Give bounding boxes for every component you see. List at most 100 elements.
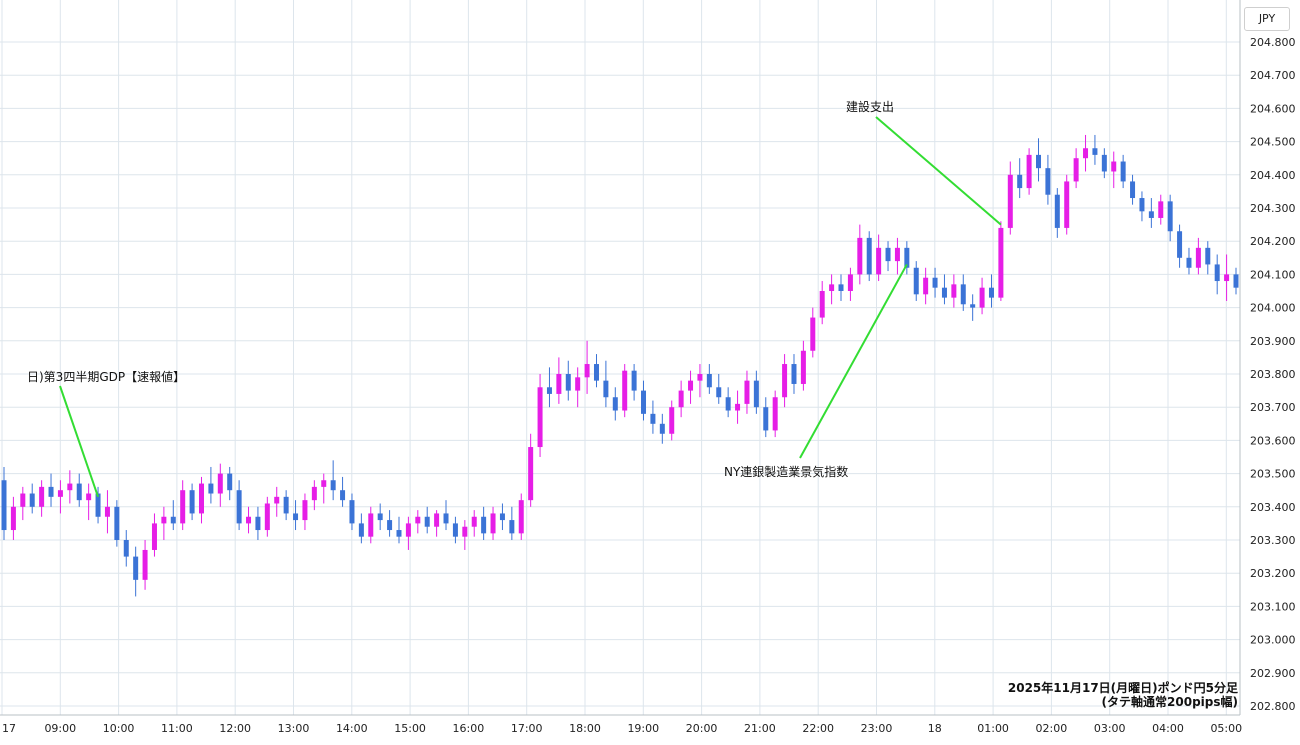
candle-body: [76, 483, 82, 501]
candle-body: [452, 523, 458, 537]
candle-body: [481, 516, 487, 534]
candle-body: [819, 291, 825, 318]
price-tick-label: 203.300: [1250, 534, 1296, 547]
candle-body: [1, 480, 7, 531]
candle: [575, 367, 581, 408]
candle: [1101, 148, 1107, 179]
candle: [499, 503, 505, 531]
price-tick-label: 204.600: [1250, 102, 1296, 115]
candle-body: [462, 526, 468, 537]
candle-body: [189, 490, 195, 514]
candle: [170, 500, 176, 531]
candle: [1205, 241, 1211, 275]
candle: [67, 470, 73, 504]
candle-body: [1054, 194, 1060, 228]
candle-body: [725, 397, 731, 411]
candle-body: [988, 287, 994, 298]
price-tick-label: 204.400: [1250, 169, 1296, 182]
price-tick-label: 204.300: [1250, 202, 1296, 215]
candle: [123, 530, 129, 567]
candle-body: [20, 493, 26, 507]
candle: [1214, 254, 1220, 295]
candle: [264, 496, 270, 537]
candle-body: [1186, 257, 1192, 268]
price-tick-label: 204.800: [1250, 36, 1296, 49]
candle: [1139, 191, 1145, 222]
candle: [866, 231, 872, 282]
candle: [20, 486, 26, 521]
price-unit-label[interactable]: JPY: [1244, 7, 1290, 31]
candle-body: [565, 374, 571, 391]
candle-body: [1224, 274, 1230, 282]
candle-body: [255, 516, 261, 531]
candle-body: [941, 287, 947, 298]
price-axis: 204.800 204.700 204.600 204.500 204.400 204.3…: [1250, 36, 1296, 713]
candle: [669, 400, 675, 441]
candle-body: [424, 516, 430, 527]
price-tick-label: 203.900: [1250, 335, 1296, 348]
candle: [76, 473, 82, 507]
candle-body: [763, 407, 769, 431]
candle-body: [405, 523, 411, 537]
candle: [716, 374, 722, 404]
candle: [932, 267, 938, 298]
time-tick-label: 15:00: [394, 722, 426, 735]
candle: [659, 413, 665, 444]
candle-body: [998, 227, 1004, 298]
candle: [998, 221, 1004, 301]
candle: [979, 277, 985, 315]
candle-body: [490, 513, 496, 534]
candle: [923, 267, 929, 305]
time-tick-label: 13:00: [278, 722, 310, 735]
candle: [951, 274, 957, 308]
candle-body: [1214, 264, 1220, 282]
candle-body: [697, 374, 703, 381]
candle-body: [1073, 158, 1079, 182]
candle-body: [1045, 168, 1051, 195]
candle-body: [857, 237, 863, 275]
candle: [641, 380, 647, 421]
candle-body: [546, 387, 552, 394]
time-tick-label: 17:00: [511, 722, 543, 735]
candle: [151, 513, 157, 557]
candle-body: [923, 277, 929, 295]
time-tick-label: 22:00: [802, 722, 834, 735]
candle-body: [1177, 231, 1183, 258]
candle: [1092, 134, 1098, 165]
candle: [443, 500, 449, 531]
candle: [340, 476, 346, 507]
candle-body: [716, 387, 722, 398]
candle: [1073, 148, 1079, 189]
candle: [960, 274, 966, 311]
candle: [584, 340, 590, 394]
candle-body: [575, 377, 581, 391]
time-tick-label: 14:00: [336, 722, 368, 735]
candle: [735, 390, 741, 424]
candle: [885, 241, 891, 272]
price-tick-label: 203.100: [1250, 600, 1296, 613]
candle-body: [1026, 154, 1032, 189]
candle: [161, 506, 167, 540]
time-tick-label: 05:00: [1210, 722, 1242, 735]
candle: [1007, 161, 1013, 235]
candle-body: [471, 516, 477, 527]
candle-body: [612, 397, 618, 411]
candle: [349, 493, 355, 531]
candle-body: [39, 486, 45, 507]
price-tick-label: 204.700: [1250, 69, 1296, 82]
annotation-line: [875, 116, 1002, 226]
candle-body: [1158, 201, 1164, 218]
candle-body: [330, 480, 336, 491]
time-tick-label: 10:00: [103, 722, 135, 735]
candle: [227, 466, 233, 501]
candle: [434, 510, 440, 537]
candle-body: [800, 350, 806, 384]
candle: [198, 476, 204, 524]
candle-body: [979, 287, 985, 308]
annotations-layer: 日)第3四半期GDP【速報値】 NY連銀製造業景気指数 建設支出: [27, 99, 1002, 498]
candle: [913, 261, 919, 301]
candle-body: [791, 364, 797, 384]
candle: [1130, 174, 1136, 205]
candle-body: [537, 387, 543, 448]
